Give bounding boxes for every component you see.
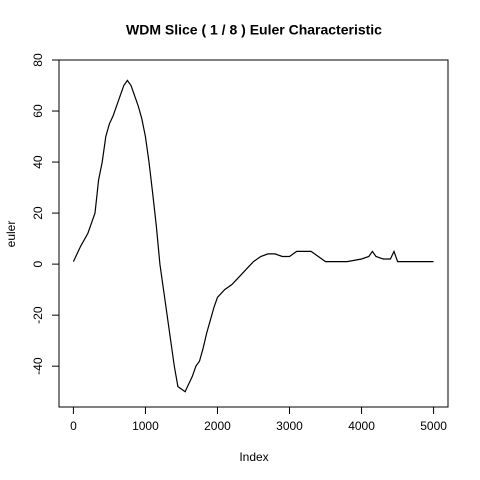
y-tick-label: 60 bbox=[31, 104, 45, 118]
y-tick-label: 20 bbox=[31, 206, 45, 220]
plot-box bbox=[58, 59, 449, 408]
x-tick-label: 2000 bbox=[204, 419, 231, 433]
y-tick-label: 80 bbox=[31, 53, 45, 67]
y-tick-label: 40 bbox=[31, 155, 45, 169]
x-tick-label: 4000 bbox=[348, 419, 375, 433]
x-axis-label: Index bbox=[239, 450, 268, 464]
y-tick-label: 0 bbox=[31, 260, 45, 267]
data-line bbox=[72, 79, 434, 393]
y-axis-label: euler bbox=[4, 221, 18, 248]
chart-title: WDM Slice ( 1 / 8 ) Euler Characteristic bbox=[126, 22, 382, 38]
y-tick-label: -40 bbox=[31, 357, 45, 375]
x-tick-label: 5000 bbox=[420, 419, 447, 433]
x-tick-label: 1000 bbox=[132, 419, 159, 433]
x-tick-label: 3000 bbox=[276, 419, 303, 433]
x-tick-label: 0 bbox=[70, 419, 77, 433]
y-tick-label: -20 bbox=[31, 306, 45, 324]
